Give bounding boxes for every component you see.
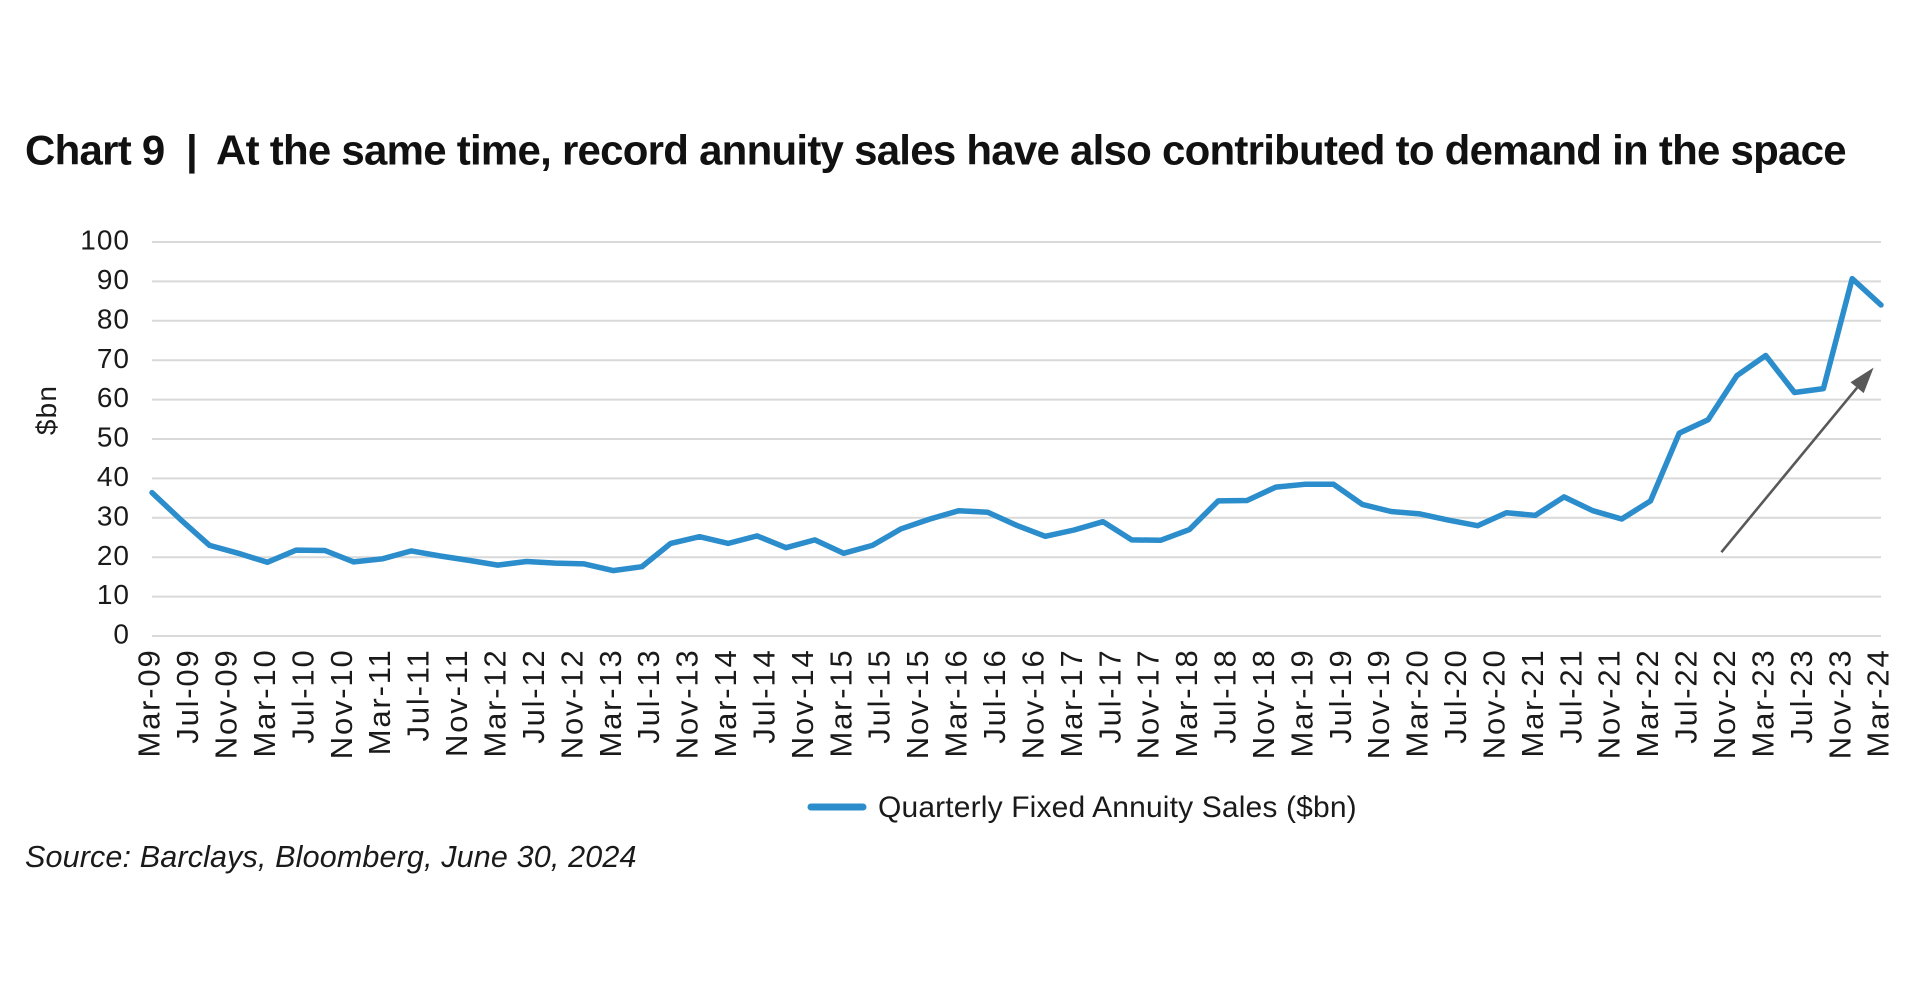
svg-text:Source: Barclays, Bloomberg, J: Source: Barclays, Bloomberg, June 30, 20… [25, 840, 637, 874]
svg-text:Nov-20: Nov-20 [1477, 649, 1512, 760]
svg-text:80: 80 [97, 303, 130, 334]
svg-text:Jul-22: Jul-22 [1669, 649, 1704, 744]
svg-text:Jul-15: Jul-15 [862, 649, 897, 744]
svg-text:Mar-09: Mar-09 [132, 649, 167, 758]
svg-text:40: 40 [97, 461, 130, 492]
svg-text:Nov-10: Nov-10 [324, 649, 359, 760]
svg-text:Jul-09: Jul-09 [170, 649, 205, 744]
svg-text:Quarterly Fixed Annuity Sales: Quarterly Fixed Annuity Sales ($bn) [878, 791, 1357, 824]
svg-text:Mar-21: Mar-21 [1515, 649, 1550, 758]
svg-text:Mar-13: Mar-13 [593, 649, 628, 758]
svg-text:Mar-18: Mar-18 [1169, 649, 1204, 758]
svg-text:Jul-20: Jul-20 [1438, 649, 1473, 744]
svg-text:20: 20 [97, 540, 130, 571]
svg-text:Mar-17: Mar-17 [1054, 649, 1089, 758]
svg-text:Mar-12: Mar-12 [478, 649, 513, 758]
svg-text:100: 100 [80, 225, 130, 256]
svg-text:Mar-24: Mar-24 [1861, 649, 1896, 758]
svg-text:10: 10 [97, 579, 130, 610]
svg-text:Nov-19: Nov-19 [1361, 649, 1396, 760]
svg-text:Nov-11: Nov-11 [439, 649, 474, 757]
svg-text:Jul-13: Jul-13 [631, 649, 666, 744]
svg-text:Nov-15: Nov-15 [900, 649, 935, 760]
svg-text:Mar-15: Mar-15 [823, 649, 858, 758]
svg-text:At the same time, record annui: At the same time, record annuity sales h… [216, 127, 1846, 174]
svg-text:Jul-19: Jul-19 [1323, 649, 1358, 744]
svg-text:Mar-11: Mar-11 [362, 649, 397, 756]
svg-text:90: 90 [97, 264, 130, 295]
svg-text:Jul-14: Jul-14 [747, 649, 782, 744]
svg-text:Mar-23: Mar-23 [1745, 649, 1780, 758]
svg-text:Jul-21: Jul-21 [1553, 649, 1588, 744]
svg-text:Jul-18: Jul-18 [1208, 649, 1243, 744]
svg-text:Nov-18: Nov-18 [1246, 649, 1281, 760]
svg-text:Mar-22: Mar-22 [1630, 649, 1665, 758]
svg-text:Nov-16: Nov-16 [1015, 649, 1050, 760]
svg-text:Nov-17: Nov-17 [1131, 649, 1166, 760]
svg-text:Nov-13: Nov-13 [670, 649, 705, 760]
svg-text:Mar-20: Mar-20 [1400, 649, 1435, 758]
svg-text:Jul-10: Jul-10 [285, 649, 320, 744]
svg-text:Jul-11: Jul-11 [401, 649, 436, 742]
svg-text:50: 50 [97, 422, 130, 453]
svg-text:Mar-16: Mar-16 [939, 649, 974, 758]
svg-text:Nov-14: Nov-14 [785, 649, 820, 760]
svg-text:60: 60 [97, 382, 130, 413]
svg-text:Nov-21: Nov-21 [1592, 649, 1627, 760]
svg-text:Nov-22: Nov-22 [1707, 649, 1742, 760]
svg-text:Mar-10: Mar-10 [247, 649, 282, 758]
svg-text:0: 0 [113, 619, 130, 650]
svg-text:Nov-09: Nov-09 [209, 649, 244, 760]
svg-text:Mar-14: Mar-14 [708, 649, 743, 758]
svg-text:Nov-12: Nov-12 [554, 649, 589, 760]
svg-text:Mar-19: Mar-19 [1284, 649, 1319, 758]
svg-text:|: | [186, 127, 198, 175]
svg-text:$bn: $bn [31, 385, 62, 435]
svg-text:Jul-17: Jul-17 [1092, 649, 1127, 744]
svg-text:Chart 9: Chart 9 [25, 127, 164, 174]
svg-text:Jul-12: Jul-12 [516, 649, 551, 744]
svg-text:Jul-23: Jul-23 [1784, 649, 1819, 744]
svg-text:70: 70 [97, 343, 130, 374]
svg-text:Jul-16: Jul-16 [977, 649, 1012, 744]
svg-text:30: 30 [97, 500, 130, 531]
svg-text:Nov-23: Nov-23 [1822, 649, 1857, 760]
